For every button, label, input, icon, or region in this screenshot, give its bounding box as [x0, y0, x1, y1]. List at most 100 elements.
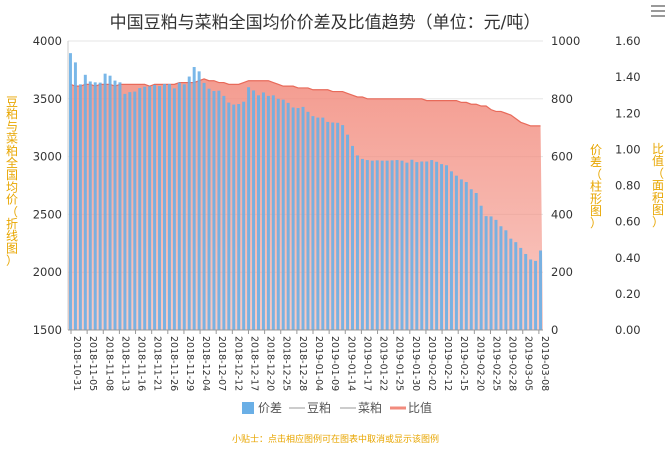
spread-bar[interactable]: [261, 92, 265, 330]
spread-bar[interactable]: [336, 122, 340, 330]
spread-bar[interactable]: [83, 74, 87, 330]
spread-bar[interactable]: [509, 238, 513, 330]
spread-bar[interactable]: [489, 216, 493, 330]
spread-bar[interactable]: [524, 253, 528, 330]
spread-bar[interactable]: [360, 158, 364, 330]
spread-bar[interactable]: [202, 82, 206, 330]
spread-bar[interactable]: [504, 230, 508, 330]
spread-bar[interactable]: [370, 160, 374, 330]
spread-bar[interactable]: [405, 162, 409, 330]
spread-bar[interactable]: [519, 247, 523, 330]
spread-bar[interactable]: [68, 53, 72, 330]
spread-bar[interactable]: [474, 193, 478, 330]
spread-bar[interactable]: [514, 242, 518, 330]
spread-bar[interactable]: [232, 104, 236, 330]
legend-label[interactable]: 豆粕: [307, 400, 331, 415]
menu-icon[interactable]: [651, 5, 665, 17]
spread-bar[interactable]: [197, 71, 201, 330]
spread-bar[interactable]: [301, 106, 305, 330]
spread-bar[interactable]: [163, 84, 166, 330]
spread-bar[interactable]: [529, 259, 533, 330]
spread-bar[interactable]: [172, 88, 176, 331]
spread-bar[interactable]: [286, 102, 290, 330]
spread-bar[interactable]: [400, 160, 404, 330]
spread-bar[interactable]: [118, 82, 122, 330]
spread-bar[interactable]: [192, 67, 196, 330]
spread-bar[interactable]: [445, 165, 448, 330]
spread-bar[interactable]: [182, 84, 186, 330]
spread-bar[interactable]: [113, 80, 117, 330]
spread-bar[interactable]: [98, 82, 102, 331]
spread-bar[interactable]: [355, 155, 359, 330]
spread-bar[interactable]: [187, 76, 191, 330]
spread-bar[interactable]: [415, 162, 419, 330]
spread-bar[interactable]: [247, 87, 251, 331]
spread-bar[interactable]: [454, 175, 458, 330]
legend-label[interactable]: 价差: [258, 401, 282, 415]
spread-bar[interactable]: [212, 91, 216, 330]
spread-bar[interactable]: [346, 134, 350, 330]
spread-bar[interactable]: [380, 160, 384, 330]
spread-bar[interactable]: [395, 160, 399, 330]
spread-bar[interactable]: [158, 86, 162, 330]
spread-bar[interactable]: [479, 205, 483, 330]
spread-bar[interactable]: [499, 226, 503, 330]
spread-bar[interactable]: [425, 161, 429, 330]
spread-bar[interactable]: [123, 93, 127, 330]
spread-bar[interactable]: [128, 92, 132, 331]
spread-bar[interactable]: [321, 117, 325, 330]
spread-bar[interactable]: [539, 250, 543, 330]
spread-bar[interactable]: [306, 111, 310, 330]
spread-bar[interactable]: [78, 84, 82, 330]
spread-bar[interactable]: [291, 107, 295, 330]
spread-bar[interactable]: [435, 161, 439, 330]
spread-bar[interactable]: [365, 160, 369, 330]
spread-bar[interactable]: [177, 82, 181, 331]
spread-bar[interactable]: [420, 161, 424, 330]
spread-bar[interactable]: [133, 91, 137, 330]
spread-bar[interactable]: [108, 75, 112, 331]
spread-bar[interactable]: [351, 145, 354, 330]
spread-bar[interactable]: [469, 189, 473, 330]
spread-bar[interactable]: [281, 99, 285, 330]
spread-bar[interactable]: [390, 160, 394, 330]
spread-bar[interactable]: [484, 216, 488, 330]
spread-bar[interactable]: [430, 160, 434, 330]
spread-bar[interactable]: [331, 122, 335, 331]
spread-bar[interactable]: [266, 95, 270, 330]
spread-bar[interactable]: [237, 104, 241, 330]
spread-bar[interactable]: [440, 164, 444, 330]
spread-bar[interactable]: [103, 73, 107, 330]
spread-bar[interactable]: [153, 84, 157, 331]
spread-bar[interactable]: [410, 159, 414, 330]
spread-bar[interactable]: [73, 62, 77, 330]
spread-bar[interactable]: [271, 95, 275, 330]
spread-bar[interactable]: [464, 182, 468, 330]
spread-bar[interactable]: [138, 88, 142, 330]
spread-bar[interactable]: [242, 101, 246, 330]
spread-bar[interactable]: [296, 108, 300, 330]
legend-label[interactable]: 比值: [408, 400, 432, 415]
spread-bar[interactable]: [276, 98, 280, 330]
spread-bar[interactable]: [316, 117, 320, 330]
spread-bar[interactable]: [148, 86, 152, 331]
spread-bar[interactable]: [93, 82, 97, 330]
spread-bar[interactable]: [143, 86, 147, 330]
spread-bar[interactable]: [341, 125, 345, 330]
spread-bar[interactable]: [494, 219, 498, 330]
spread-bar[interactable]: [385, 160, 389, 330]
spread-bar[interactable]: [257, 95, 260, 330]
spread-bar[interactable]: [207, 88, 211, 330]
spread-bar[interactable]: [217, 90, 221, 331]
spread-bar[interactable]: [252, 90, 256, 330]
spread-bar[interactable]: [534, 260, 538, 330]
spread-bar[interactable]: [311, 116, 315, 330]
spread-bar[interactable]: [375, 160, 379, 330]
spread-bar[interactable]: [222, 95, 226, 330]
spread-bar[interactable]: [326, 121, 330, 330]
spread-bar[interactable]: [449, 171, 453, 330]
spread-bar[interactable]: [88, 81, 92, 331]
spread-bar[interactable]: [459, 179, 463, 330]
spread-bar[interactable]: [167, 84, 171, 330]
legend[interactable]: 价差 豆粕 菜粕 比值: [242, 400, 432, 415]
